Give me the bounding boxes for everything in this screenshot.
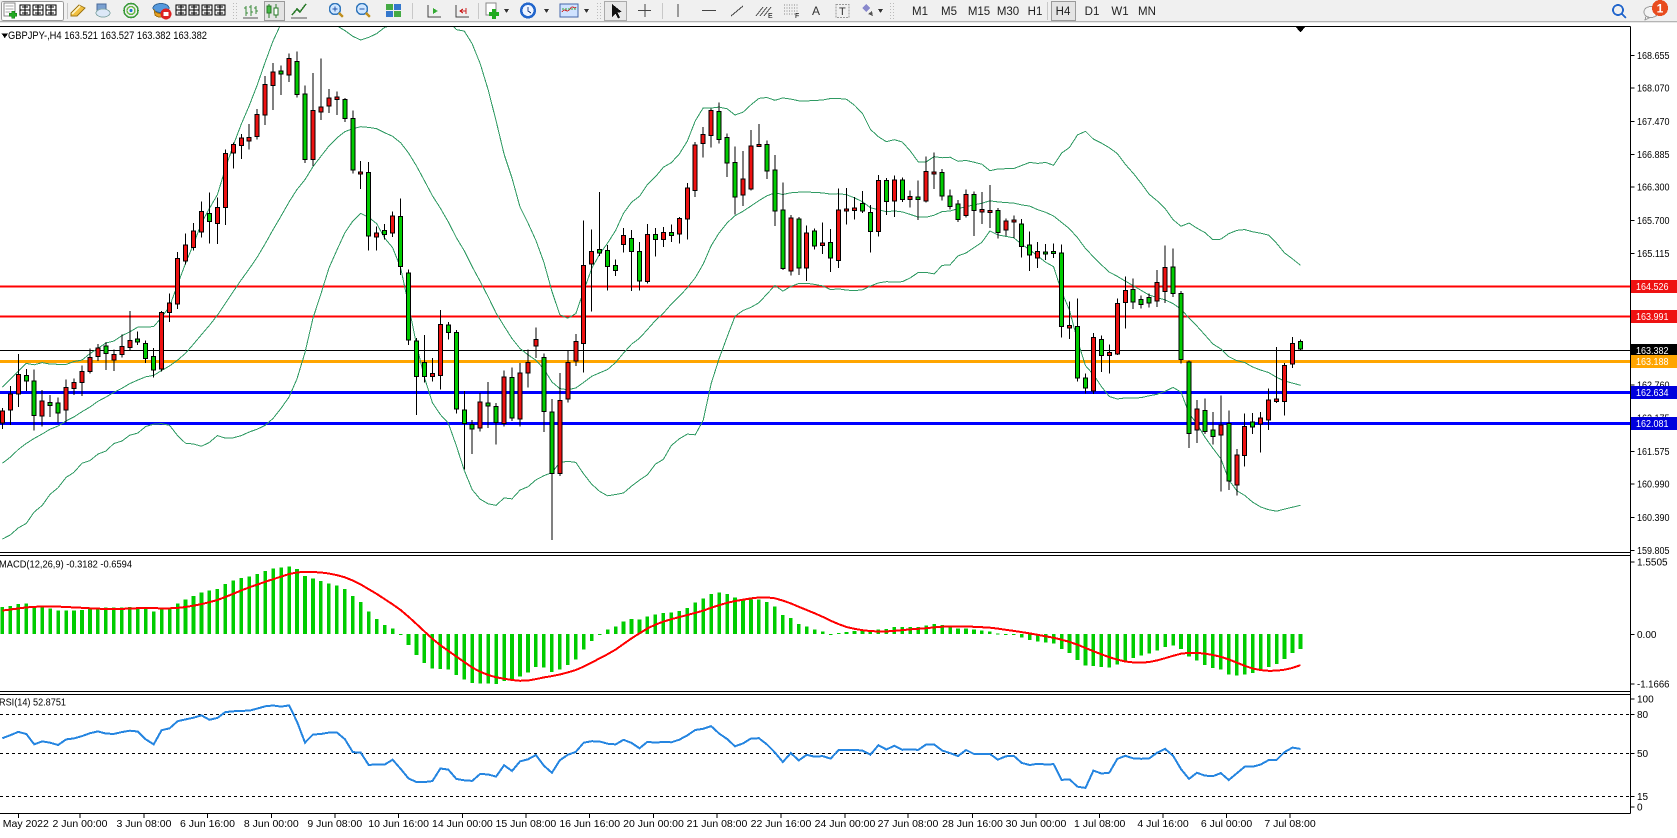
svg-text:MACD(12,26,9) -0.3182 -0.6594: MACD(12,26,9) -0.3182 -0.6594 — [0, 560, 132, 571]
svg-text:E: E — [768, 13, 773, 20]
svg-text:14 Jun 00:00: 14 Jun 00:00 — [432, 818, 493, 830]
svg-text:31 May 2022: 31 May 2022 — [0, 818, 49, 830]
svg-text:166.885: 166.885 — [1637, 150, 1670, 161]
svg-text:RSI(14) 52.8751: RSI(14) 52.8751 — [0, 698, 66, 709]
svg-text:22 Jun 16:00: 22 Jun 16:00 — [751, 818, 812, 830]
svg-text:30 Jun 00:00: 30 Jun 00:00 — [1006, 818, 1067, 830]
svg-text:H1: H1 — [1028, 6, 1043, 18]
svg-text:163.382: 163.382 — [1636, 346, 1669, 357]
svg-text:24 Jun 00:00: 24 Jun 00:00 — [815, 818, 876, 830]
svg-text:163.991: 163.991 — [1636, 312, 1669, 323]
svg-text:161.575: 161.575 — [1637, 447, 1670, 458]
svg-text:16 Jun 16:00: 16 Jun 16:00 — [559, 818, 620, 830]
svg-text:1 Jul 08:00: 1 Jul 08:00 — [1074, 818, 1126, 830]
svg-text:W1: W1 — [1111, 6, 1128, 18]
svg-text:H4: H4 — [1056, 6, 1071, 18]
svg-text:D1: D1 — [1085, 6, 1100, 18]
svg-text:163.188: 163.188 — [1636, 357, 1669, 368]
svg-text:T: T — [839, 6, 846, 18]
svg-text:80: 80 — [1637, 710, 1649, 721]
svg-text:165.700: 165.700 — [1637, 216, 1670, 227]
svg-text:20 Jun 00:00: 20 Jun 00:00 — [623, 818, 684, 830]
svg-text:10 Jun 16:00: 10 Jun 16:00 — [368, 818, 429, 830]
svg-text:GBPJPY-,H4 163.521 163.527 16: GBPJPY-,H4 163.521 163.527 163.382 163.3… — [8, 30, 207, 42]
svg-text:164.526: 164.526 — [1636, 282, 1669, 293]
svg-text:28 Jun 16:00: 28 Jun 16:00 — [942, 818, 1003, 830]
svg-text:50: 50 — [1637, 749, 1649, 760]
svg-text:9 Jun 08:00: 9 Jun 08:00 — [307, 818, 362, 830]
svg-text:8 Jun 00:00: 8 Jun 00:00 — [244, 818, 299, 830]
svg-text:159.805: 159.805 — [1637, 546, 1670, 557]
svg-text:27 Jun 08:00: 27 Jun 08:00 — [878, 818, 939, 830]
svg-text:162.634: 162.634 — [1636, 388, 1669, 399]
svg-text:2 Jun 00:00: 2 Jun 00:00 — [53, 818, 108, 830]
svg-text:21 Jun 08:00: 21 Jun 08:00 — [687, 818, 748, 830]
svg-text:168.655: 168.655 — [1637, 51, 1670, 62]
svg-text:6 Jul 00:00: 6 Jul 00:00 — [1201, 818, 1253, 830]
svg-text:160.990: 160.990 — [1637, 480, 1670, 491]
svg-text:A: A — [812, 4, 820, 18]
svg-text:15: 15 — [1637, 792, 1649, 803]
svg-text:166.300: 166.300 — [1637, 183, 1670, 194]
svg-text:MN: MN — [1138, 6, 1156, 18]
svg-text:7 Jul 08:00: 7 Jul 08:00 — [1264, 818, 1316, 830]
svg-text:100: 100 — [1637, 695, 1654, 706]
svg-text:0.00: 0.00 — [1637, 630, 1657, 641]
svg-text:167.470: 167.470 — [1637, 117, 1670, 128]
svg-text:M1: M1 — [912, 6, 928, 18]
svg-text:M15: M15 — [968, 6, 990, 18]
svg-text:1.5505: 1.5505 — [1637, 558, 1668, 569]
svg-text:160.390: 160.390 — [1637, 513, 1670, 524]
svg-text:M30: M30 — [997, 6, 1019, 18]
svg-text:4 Jul 16:00: 4 Jul 16:00 — [1137, 818, 1189, 830]
svg-text:0: 0 — [1637, 803, 1643, 814]
svg-text:-1.1666: -1.1666 — [1637, 680, 1670, 691]
svg-text:F: F — [795, 13, 799, 20]
svg-text:15 Jun 08:00: 15 Jun 08:00 — [496, 818, 557, 830]
svg-text:3 Jun 08:00: 3 Jun 08:00 — [117, 818, 172, 830]
svg-text:165.115: 165.115 — [1637, 249, 1670, 260]
svg-text:6 Jun 16:00: 6 Jun 16:00 — [180, 818, 235, 830]
svg-text:M5: M5 — [941, 6, 957, 18]
svg-text:168.070: 168.070 — [1637, 84, 1670, 95]
svg-text:162.081: 162.081 — [1636, 419, 1669, 430]
svg-text:1: 1 — [1657, 2, 1664, 16]
